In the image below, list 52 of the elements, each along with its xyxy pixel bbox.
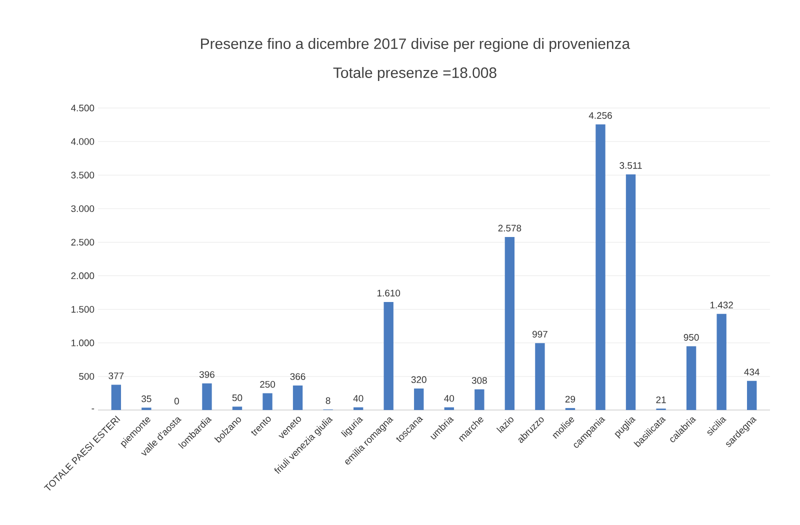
x-tick-label: lazio bbox=[496, 417, 514, 434]
data-label: 997 bbox=[532, 330, 548, 338]
bar bbox=[384, 302, 394, 410]
chart-title: Presenze fino a dicembre 2017 divise per regione di provenienza bbox=[201, 38, 630, 52]
bar bbox=[202, 383, 212, 410]
bar bbox=[111, 384, 122, 410]
data-label: 21 bbox=[656, 396, 666, 404]
data-label: 1.610 bbox=[377, 290, 400, 296]
y-tick-label: 2.500 bbox=[71, 238, 94, 246]
bar bbox=[444, 407, 454, 410]
data-label: 8 bbox=[326, 397, 330, 404]
data-label: 40 bbox=[444, 395, 454, 402]
data-label: 366 bbox=[290, 373, 306, 380]
data-label: 434 bbox=[744, 368, 760, 376]
bar bbox=[626, 174, 636, 410]
bar bbox=[686, 346, 696, 410]
data-label: 308 bbox=[472, 377, 487, 384]
bar bbox=[292, 385, 303, 410]
y-tick-label: 3.500 bbox=[71, 172, 94, 178]
data-label: 3.511 bbox=[620, 162, 642, 169]
y-tick-label: 500 bbox=[79, 373, 94, 380]
bar bbox=[414, 388, 424, 410]
data-label: 1.432 bbox=[710, 302, 733, 308]
data-label: 396 bbox=[199, 371, 214, 378]
y-tick-label: 1.000 bbox=[72, 340, 94, 346]
bar bbox=[262, 393, 272, 410]
bar bbox=[232, 406, 242, 410]
data-label: 4.256 bbox=[588, 112, 612, 119]
bar bbox=[716, 314, 726, 410]
y-tick-label: 2.000 bbox=[71, 272, 94, 280]
y-tick-label: 4.500 bbox=[71, 104, 94, 112]
data-label: 250 bbox=[260, 381, 276, 388]
data-label: 40 bbox=[353, 395, 364, 402]
y-tick-label: 1.500 bbox=[72, 306, 94, 313]
data-label: 50 bbox=[232, 394, 242, 402]
chart-subtitle: Totale presenze =18.008 bbox=[333, 67, 496, 81]
y-tick-label: 3.000 bbox=[71, 205, 94, 212]
data-label: 320 bbox=[411, 376, 426, 384]
y-tick-label: 4.000 bbox=[71, 138, 94, 145]
data-label: 0 bbox=[174, 398, 179, 404]
bar bbox=[504, 236, 515, 410]
bar bbox=[596, 124, 606, 410]
data-label: 2.578 bbox=[498, 224, 522, 232]
y-tick-label: - bbox=[92, 408, 94, 410]
data-label: 35 bbox=[142, 395, 152, 402]
bar bbox=[474, 389, 484, 410]
data-label: 950 bbox=[684, 334, 699, 341]
bar bbox=[747, 380, 757, 410]
data-label: 377 bbox=[108, 372, 124, 380]
data-label: 29 bbox=[565, 396, 576, 403]
bar bbox=[353, 407, 364, 410]
bar bbox=[535, 343, 545, 410]
